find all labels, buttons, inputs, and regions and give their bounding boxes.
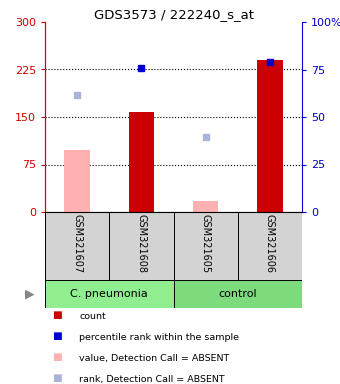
Text: ■: ■ — [52, 373, 62, 383]
Text: GSM321605: GSM321605 — [201, 214, 210, 273]
Bar — [238, 212, 302, 280]
Bar — [45, 280, 173, 308]
Title: GDS3573 / 222240_s_at: GDS3573 / 222240_s_at — [94, 8, 254, 21]
Text: percentile rank within the sample: percentile rank within the sample — [79, 333, 239, 342]
Text: GSM321607: GSM321607 — [72, 214, 82, 273]
Text: ▶: ▶ — [24, 288, 34, 301]
Text: ■: ■ — [52, 310, 62, 320]
Bar — [173, 280, 302, 308]
Bar — [109, 212, 173, 280]
Text: value, Detection Call = ABSENT: value, Detection Call = ABSENT — [79, 354, 229, 363]
Bar — [257, 60, 283, 212]
Bar — [45, 212, 109, 280]
Text: control: control — [218, 289, 257, 299]
Text: ■: ■ — [52, 352, 62, 362]
Bar — [129, 112, 154, 212]
Bar — [193, 200, 219, 212]
Text: rank, Detection Call = ABSENT: rank, Detection Call = ABSENT — [79, 375, 225, 384]
Text: GSM321608: GSM321608 — [136, 214, 147, 273]
Bar — [173, 212, 238, 280]
Text: GSM321606: GSM321606 — [265, 214, 275, 273]
Bar — [64, 150, 90, 212]
Text: count: count — [79, 312, 106, 321]
Text: ■: ■ — [52, 331, 62, 341]
Text: C. pneumonia: C. pneumonia — [70, 289, 148, 299]
